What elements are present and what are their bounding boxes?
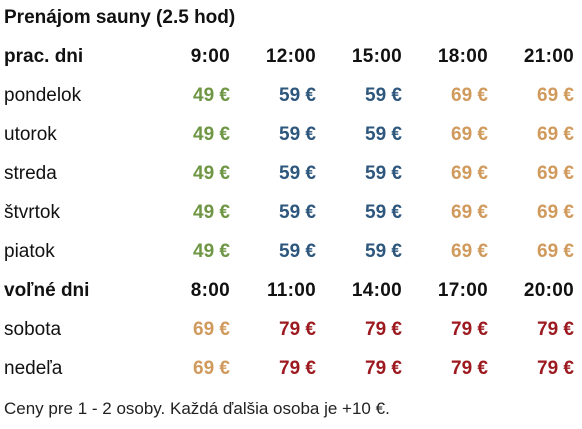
price-table-body: prac. dni 9:00 12:00 15:00 18:00 21:00 pondelo… <box>0 37 582 388</box>
time-slot-header: 20:00 <box>523 280 574 301</box>
day-name: utorok <box>4 124 57 145</box>
price-cell: 49 € <box>193 163 230 184</box>
footnote: Ceny pre 1 - 2 osoby. Každá ďalšia osoba… <box>4 399 390 418</box>
section-header-row: voľné dni 8:00 11:00 14:00 17:00 20:00 <box>0 271 582 310</box>
price-cell: 69 € <box>537 163 574 184</box>
table-row: pondelok 49 € 59 € 59 € 69 € 69 € <box>0 76 582 115</box>
price-table: prac. dni 9:00 12:00 15:00 18:00 21:00 pondelo… <box>0 37 582 388</box>
day-name: streda <box>4 163 57 184</box>
day-name: pondelok <box>4 85 82 106</box>
price-cell: 79 € <box>279 358 316 379</box>
price-cell: 69 € <box>537 124 574 145</box>
page-title: Prenájom sauny (2.5 hod) <box>4 7 236 28</box>
time-slot-header: 15:00 <box>351 46 402 67</box>
time-slot-header: 9:00 <box>190 46 230 67</box>
day-name: štvrtok <box>4 202 60 223</box>
price-cell: 69 € <box>451 163 488 184</box>
price-cell: 69 € <box>451 124 488 145</box>
price-cell: 49 € <box>193 124 230 145</box>
price-cell: 69 € <box>451 241 488 262</box>
price-cell: 59 € <box>279 85 316 106</box>
price-cell: 69 € <box>451 85 488 106</box>
price-cell: 59 € <box>279 124 316 145</box>
section-header-row: prac. dni 9:00 12:00 15:00 18:00 21:00 <box>0 37 582 76</box>
time-slot-header: 11:00 <box>266 280 316 301</box>
table-row: streda 49 € 59 € 59 € 69 € 69 € <box>0 154 582 193</box>
table-row: utorok 49 € 59 € 59 € 69 € 69 € <box>0 115 582 154</box>
price-cell: 79 € <box>451 358 488 379</box>
section-label: voľné dni <box>4 280 90 301</box>
price-cell: 79 € <box>365 358 402 379</box>
price-cell: 69 € <box>193 358 230 379</box>
time-slot-header: 8:00 <box>190 280 230 301</box>
price-cell: 59 € <box>279 202 316 223</box>
price-cell: 59 € <box>279 163 316 184</box>
price-cell: 69 € <box>537 202 574 223</box>
price-cell: 59 € <box>365 163 402 184</box>
time-slot-header: 18:00 <box>437 46 488 67</box>
day-name: sobota <box>4 319 62 340</box>
time-slot-header: 12:00 <box>265 46 316 67</box>
day-name: piatok <box>4 241 55 262</box>
price-cell: 79 € <box>537 358 574 379</box>
price-cell: 59 € <box>279 241 316 262</box>
time-slot-header: 14:00 <box>351 280 402 301</box>
price-cell: 49 € <box>193 85 230 106</box>
table-row: sobota 69 € 79 € 79 € 79 € 79 € <box>0 310 582 349</box>
price-cell: 59 € <box>365 85 402 106</box>
price-cell: 49 € <box>193 202 230 223</box>
table-row: piatok 49 € 59 € 59 € 69 € 69 € <box>0 232 582 271</box>
price-cell: 59 € <box>365 124 402 145</box>
price-cell: 79 € <box>279 319 316 340</box>
price-cell: 49 € <box>193 241 230 262</box>
price-cell: 69 € <box>451 202 488 223</box>
time-slot-header: 21:00 <box>523 46 574 67</box>
price-cell: 79 € <box>537 319 574 340</box>
price-cell: 59 € <box>365 202 402 223</box>
section-label: prac. dni <box>4 46 84 67</box>
price-cell: 69 € <box>537 241 574 262</box>
price-cell: 79 € <box>451 319 488 340</box>
table-row: štvrtok 49 € 59 € 59 € 69 € 69 € <box>0 193 582 232</box>
day-name: nedeľa <box>4 358 63 379</box>
table-row: nedeľa 69 € 79 € 79 € 79 € 79 € <box>0 349 582 388</box>
price-cell: 59 € <box>365 241 402 262</box>
time-slot-header: 17:00 <box>437 280 488 301</box>
price-cell: 79 € <box>365 319 402 340</box>
price-cell: 69 € <box>193 319 230 340</box>
price-cell: 69 € <box>537 85 574 106</box>
